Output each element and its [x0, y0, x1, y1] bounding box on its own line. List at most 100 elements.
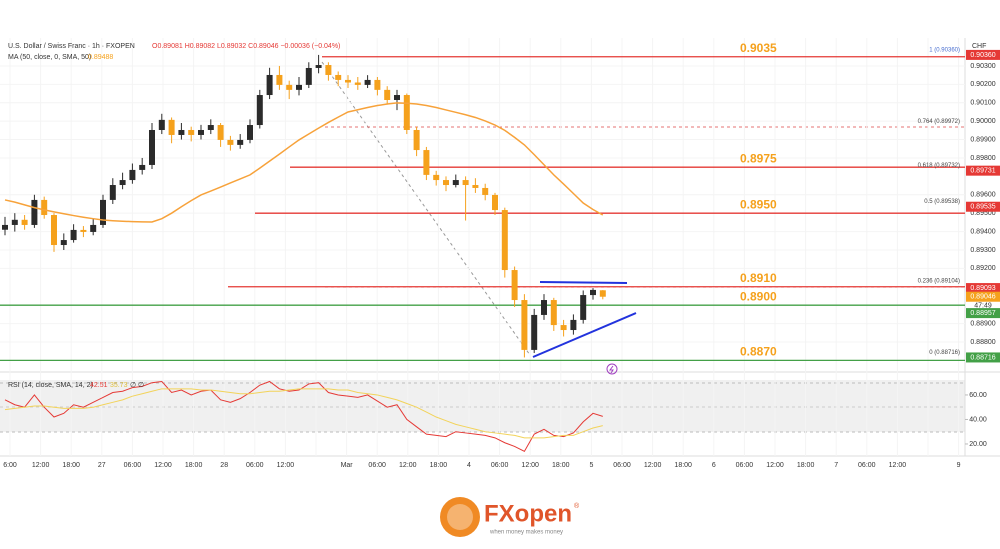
candle-body [296, 84, 302, 90]
candle-body [492, 194, 498, 211]
y-tick-label: 0.88800 [970, 339, 995, 346]
candle-body [423, 150, 430, 175]
level-label: 0.8900 [740, 289, 777, 303]
x-tick-label: 18:00 [552, 462, 570, 469]
candle-body [325, 65, 332, 75]
candle-body [462, 180, 469, 186]
y-tick-label: 0.89800 [970, 155, 995, 162]
rsi-legend: RSI (14, close, SMA, 14, 2) [8, 382, 93, 389]
candle-body [394, 95, 400, 100]
chart-title: U.S. Dollar / Swiss Franc · 1h · FXOPEN [8, 43, 135, 50]
x-tick-label: 06:00 [858, 462, 876, 469]
candle-body [119, 180, 126, 186]
price-tag-label: 0.89731 [970, 168, 995, 175]
fib-label: 0.618 (0.89732) [918, 163, 960, 169]
y-tick-label: 0.90000 [970, 118, 995, 125]
candle-body [158, 119, 165, 130]
rsi-line [4, 388, 603, 439]
rsi-tick-label: 60.00 [969, 392, 987, 399]
logo-mark: ® [574, 502, 580, 510]
candle-body [198, 129, 204, 135]
fib-label: 1 (0.90360) [929, 47, 960, 53]
candle-body [364, 79, 371, 85]
fib-label: 0 (0.88716) [929, 350, 960, 356]
price-tag-label: 0.88716 [970, 354, 995, 361]
candle-body [345, 79, 351, 83]
price-tag [966, 49, 1000, 60]
y-tick-label: 0.89300 [970, 247, 995, 254]
candle-body [580, 295, 587, 320]
y-tick-label: 0.89400 [970, 228, 995, 235]
ma-line [4, 102, 604, 223]
candle-body [305, 67, 312, 85]
candle-body [413, 129, 420, 151]
x-tick-label: 06:00 [736, 462, 754, 469]
logo: FXopen ® when money makes money [440, 497, 580, 537]
candle-body [560, 325, 567, 331]
y-tick-label: 0.89600 [970, 192, 995, 199]
x-tick-label: 06:00 [368, 462, 386, 469]
x-tick-label: 9 [957, 462, 961, 469]
price-tag [966, 352, 1000, 363]
candle-body [129, 169, 136, 181]
candle-body [354, 82, 361, 85]
candle-body [41, 199, 48, 216]
y-tick-label: 0.90300 [970, 63, 995, 70]
fib-label: 0.236 (0.89104) [918, 279, 960, 285]
level-label: 0.8950 [740, 197, 777, 211]
rsi-extra: ∅ ∅ [130, 382, 144, 389]
level-label: 0.8870 [740, 345, 777, 359]
candle-body [550, 300, 557, 326]
candle-body [2, 224, 8, 230]
x-tick-label: 18:00 [62, 462, 80, 469]
candle-body [286, 84, 293, 90]
candle-body [11, 219, 18, 225]
logo-tagline: when money makes money [489, 530, 563, 536]
candle-body [217, 125, 224, 140]
fib-label: 0.764 (0.89972) [918, 119, 960, 125]
candle-body [599, 290, 606, 297]
x-tick-label: 18:00 [674, 462, 692, 469]
triangle-bottom [532, 312, 637, 358]
candle-body [266, 74, 273, 96]
candle-body [403, 95, 410, 130]
x-tick-label: 4 [467, 462, 471, 469]
x-tick-label: 6 [712, 462, 716, 469]
triangle-top [539, 281, 628, 284]
rsi-band [0, 380, 965, 432]
candle-body [443, 180, 449, 186]
price-tag-label: 0.89046 [970, 294, 995, 301]
candle-body [433, 174, 440, 181]
candle-body [472, 185, 479, 188]
candle-body [109, 185, 116, 200]
price-tag-label: 0.90360 [970, 52, 995, 59]
x-tick-label: 18:00 [185, 462, 203, 469]
x-tick-label: Mar [341, 462, 354, 469]
x-tick-label: 12:00 [32, 462, 50, 469]
price-tag-label: 0.89093 [970, 285, 995, 292]
y-tick-label: 0.90100 [970, 100, 995, 107]
y-tick-label: 0.88900 [970, 320, 995, 327]
candle-body [207, 125, 214, 130]
candle-body [188, 129, 195, 135]
fib-label: 0.5 (0.89538) [924, 199, 960, 205]
y-tick-label: 0.89900 [970, 136, 995, 143]
price-tag [966, 165, 1000, 176]
candle-body [139, 164, 146, 170]
logo-brand: FXopen [484, 500, 572, 527]
candle-body [237, 139, 244, 145]
x-tick-label: 12:00 [644, 462, 662, 469]
logo-emblem-inner [447, 504, 473, 530]
x-tick-label: 27 [98, 462, 106, 469]
x-tick-label: 28 [220, 462, 228, 469]
candle-body [374, 79, 381, 90]
candle-body [70, 229, 77, 241]
candle-body [90, 224, 97, 232]
candle-body [384, 89, 391, 100]
logo-emblem [440, 497, 480, 537]
price-tag-label: 0.88957 [970, 310, 995, 317]
x-tick-label: 12:00 [889, 462, 907, 469]
event-icon-bolt [609, 365, 614, 374]
candle-body [521, 300, 528, 350]
